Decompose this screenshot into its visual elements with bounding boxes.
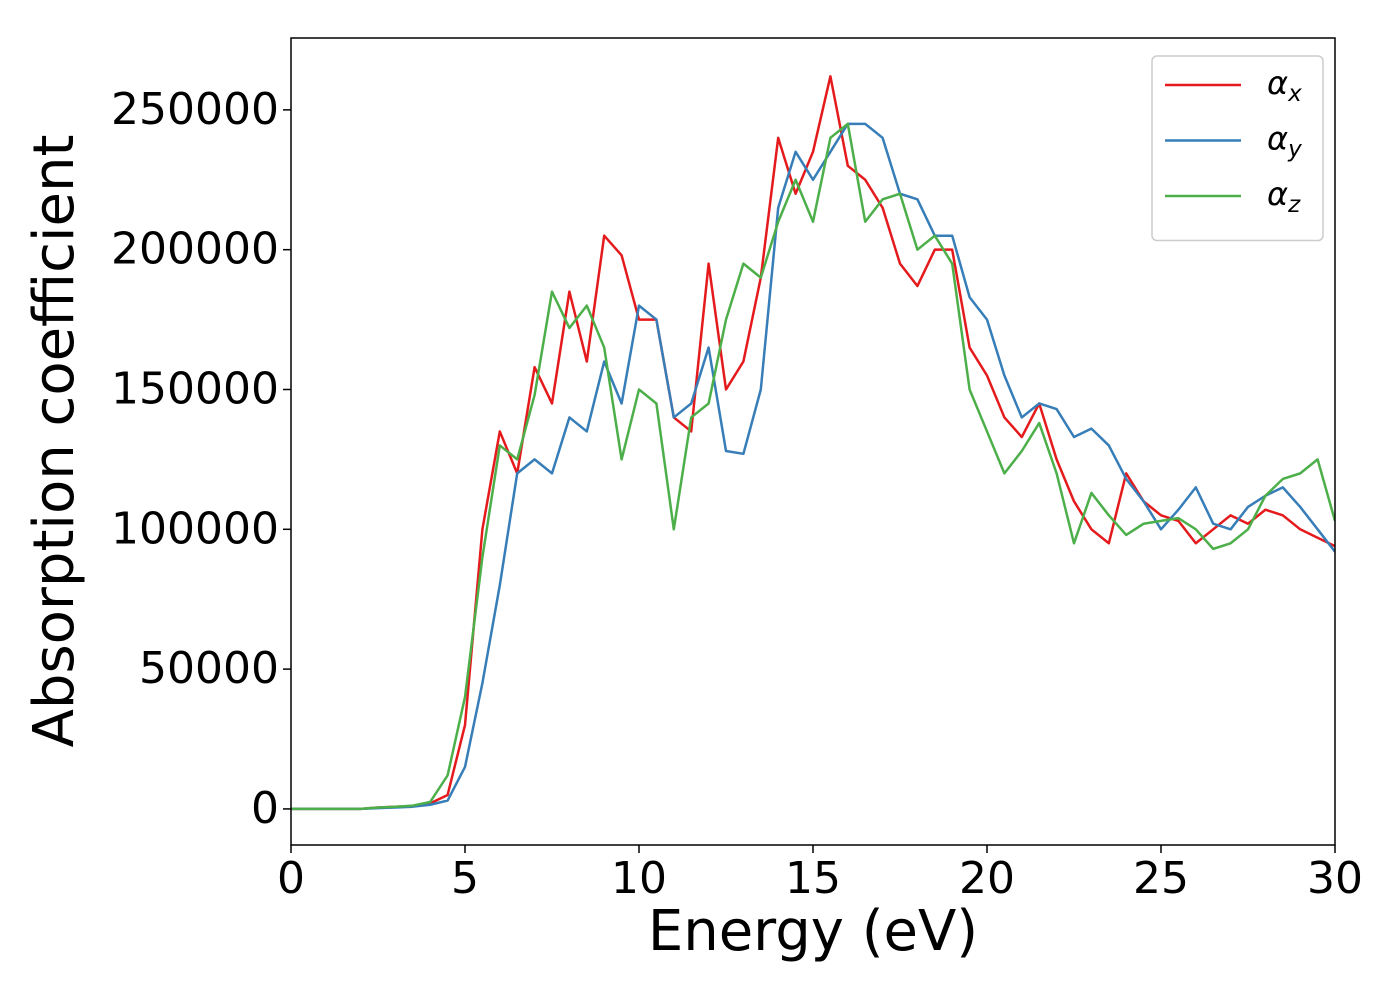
x-tick-label: 0: [277, 853, 305, 904]
legend-label: αy: [1267, 120, 1302, 163]
series-line: [291, 75, 1335, 811]
y-tick-label: 100000: [111, 503, 279, 554]
y-tick-label: 200000: [111, 224, 279, 275]
y-tick-label: 50000: [139, 643, 279, 694]
series-line: [291, 122, 1335, 811]
legend-label: αz: [1267, 175, 1301, 218]
x-tick-label: 30: [1307, 853, 1363, 904]
x-tick-label: 15: [785, 853, 841, 904]
series-line: [291, 122, 1335, 811]
y-tick-label: 150000: [111, 363, 279, 414]
x-tick-label: 20: [959, 853, 1015, 904]
plot-frame: [290, 37, 1336, 846]
x-tick-label: 5: [451, 853, 479, 904]
y-tick-label: 250000: [111, 84, 279, 135]
x-tick-label: 10: [611, 853, 667, 904]
legend-label: αx: [1267, 64, 1302, 107]
x-axis-label: Energy (eV): [648, 899, 978, 964]
y-axis-label: Absorption coefficient: [22, 135, 87, 748]
y-tick-label: 0: [251, 783, 279, 834]
x-tick-label: 25: [1133, 853, 1189, 904]
legend-box: [1151, 55, 1324, 242]
